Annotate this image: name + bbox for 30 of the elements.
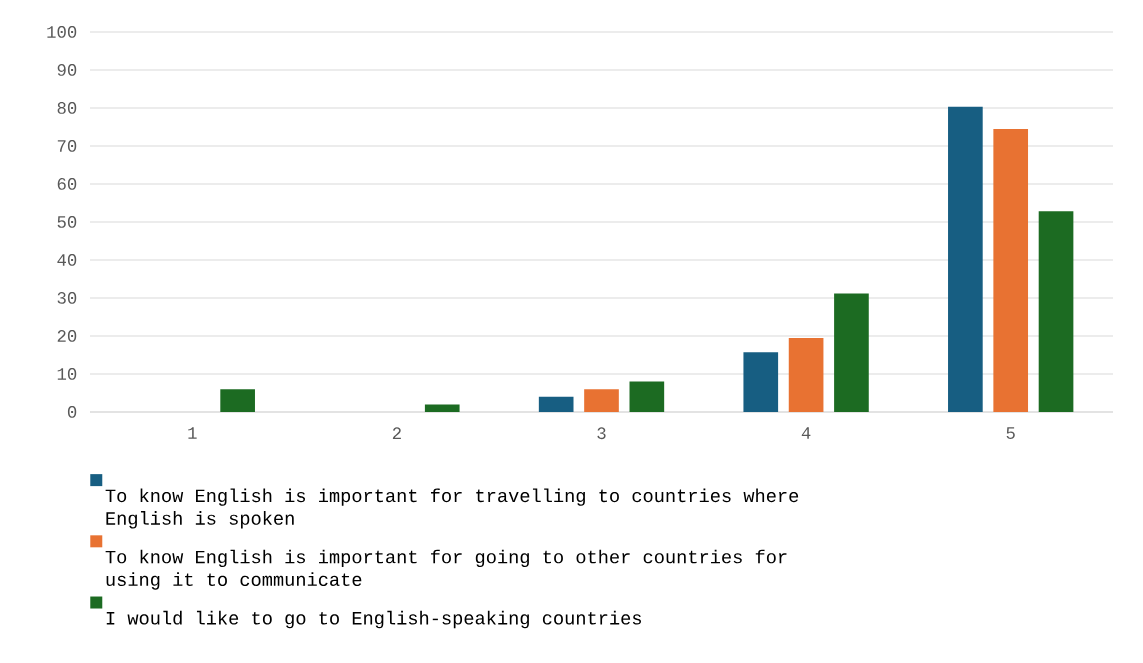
legend-label: To know English is important for travelling to countries where English is spoken (105, 488, 799, 529)
bar (1038, 211, 1074, 412)
y-tick-label: 10 (57, 368, 77, 380)
y-tick-label: 90 (57, 64, 77, 76)
x-tick-label: 4 (801, 427, 811, 439)
bar (220, 389, 255, 412)
x-tick-label: 1 (188, 427, 197, 439)
bar (743, 352, 779, 412)
bar (993, 128, 1029, 412)
y-tick-label: 0 (67, 406, 77, 418)
y-tick-label: 70 (57, 140, 77, 152)
bar (424, 404, 460, 412)
y-tick-label: 80 (57, 102, 77, 114)
y-tick-label: 20 (57, 330, 77, 342)
y-tick-label: 60 (57, 178, 77, 190)
bar (584, 389, 619, 412)
bar (788, 337, 824, 412)
bar (834, 293, 869, 412)
legend-label: I would like to go to English-speaking countries (106, 610, 641, 629)
y-tick-label: 100 (47, 26, 77, 38)
y-tick-label: 40 (57, 254, 77, 266)
legend-label: To know English is important for going to other countries for using it to communicate (105, 549, 787, 590)
y-tick-label: 30 (57, 292, 77, 304)
bar (629, 381, 665, 412)
y-tick-label: 50 (57, 216, 77, 228)
x-tick-label: 3 (597, 427, 606, 440)
x-tick-label: 5 (1006, 427, 1015, 439)
bar (948, 106, 983, 412)
bar (538, 396, 574, 412)
x-tick-label: 2 (392, 427, 401, 439)
